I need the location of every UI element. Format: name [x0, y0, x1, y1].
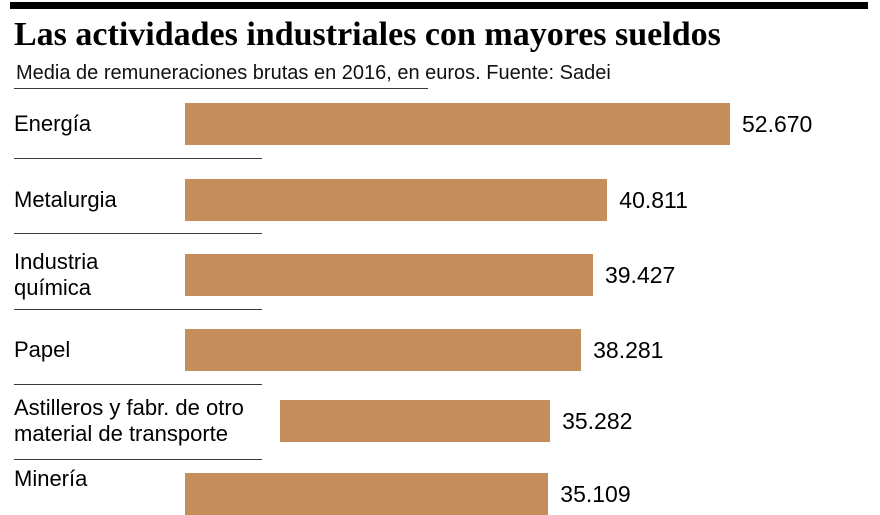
value-label-astilleros: 35.282	[562, 407, 633, 434]
bar-astilleros	[280, 400, 551, 442]
row-separator-line	[14, 233, 262, 234]
page-title: Las actividades industriales con mayores…	[14, 16, 721, 53]
bar-row-industria-quimica: 39.427	[185, 254, 675, 296]
value-label-industria-quimica: 39.427	[604, 261, 676, 288]
value-label-mineria: 35.109	[560, 480, 631, 507]
value-label-papel: 38.281	[593, 336, 664, 363]
value-label-energia: 52.670	[742, 110, 813, 137]
category-label-papel: Papel	[14, 337, 71, 362]
row-separator-line	[14, 158, 262, 159]
value-label-metalurgia: 40.811	[619, 186, 688, 213]
bar-papel	[185, 329, 582, 371]
category-label-astilleros: Astilleros y fabr. de otro material de t…	[14, 395, 244, 446]
bar-industria-quimica	[185, 254, 593, 296]
bar-row-energia: 52.670	[185, 103, 812, 145]
salary-bar-chart: Las actividades industriales con mayores…	[10, 2, 868, 515]
row-separator-line	[14, 309, 262, 310]
bar-row-astilleros: 35.282	[280, 400, 632, 442]
bar-row-mineria: 35.109	[185, 473, 631, 515]
category-label-mineria: Minería	[14, 466, 88, 491]
category-label-industria-quimica: Industria química	[14, 249, 99, 300]
bar-metalurgia	[185, 179, 608, 221]
category-label-metalurgia: Metalurgia	[14, 187, 117, 212]
category-label-energia: Energía	[14, 111, 92, 136]
row-separator-line	[14, 459, 262, 460]
bar-row-papel: 38.281	[185, 329, 663, 371]
top-black-rule	[10, 2, 868, 9]
subtitle-underline	[14, 88, 428, 89]
row-separator-line	[14, 384, 262, 385]
chart-subtitle: Media de remuneraciones brutas en 2016, …	[16, 62, 611, 84]
bar-row-metalurgia: 40.811	[185, 179, 688, 221]
bar-mineria	[185, 473, 549, 515]
bar-energia	[185, 103, 730, 145]
